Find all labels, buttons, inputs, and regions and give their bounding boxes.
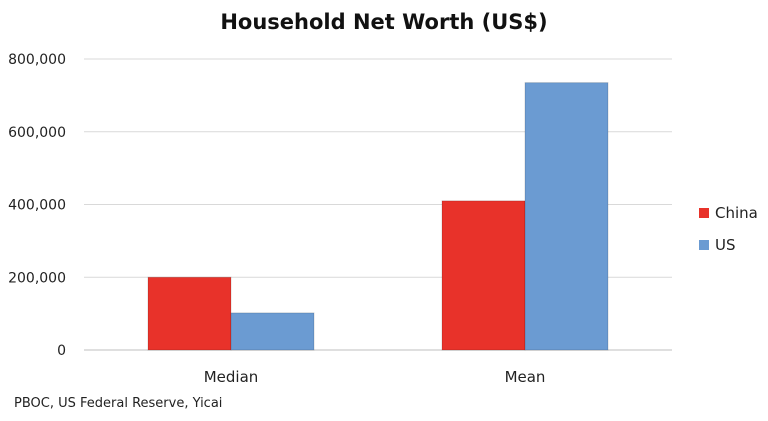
legend-label: China: [715, 204, 758, 222]
chart-title: Household Net Worth (US$): [220, 10, 548, 34]
y-tick-label: 0: [57, 343, 66, 359]
y-tick-label: 600,000: [8, 125, 66, 141]
source-note: PBOC, US Federal Reserve, Yicai: [14, 396, 223, 411]
x-axis-tick-labels: Median Mean: [204, 368, 546, 386]
y-tick-label: 400,000: [8, 198, 66, 214]
bars: [147, 82, 609, 351]
legend-swatch: [699, 208, 709, 218]
y-tick-label: 800,000: [8, 52, 66, 68]
bar-us-mean: [524, 82, 609, 351]
bar-china-mean: [441, 200, 526, 351]
x-tick-label: Mean: [505, 368, 546, 386]
bar-china-median: [147, 276, 232, 351]
legend-label: US: [715, 236, 736, 254]
y-tick-label: 200,000: [8, 270, 66, 286]
y-axis-tick-labels: 0 200,000 400,000 600,000 800,000: [8, 52, 66, 359]
legend: China US: [699, 204, 758, 254]
x-tick-label: Median: [204, 368, 259, 386]
bar-us-median: [230, 312, 315, 351]
legend-swatch: [699, 240, 709, 250]
